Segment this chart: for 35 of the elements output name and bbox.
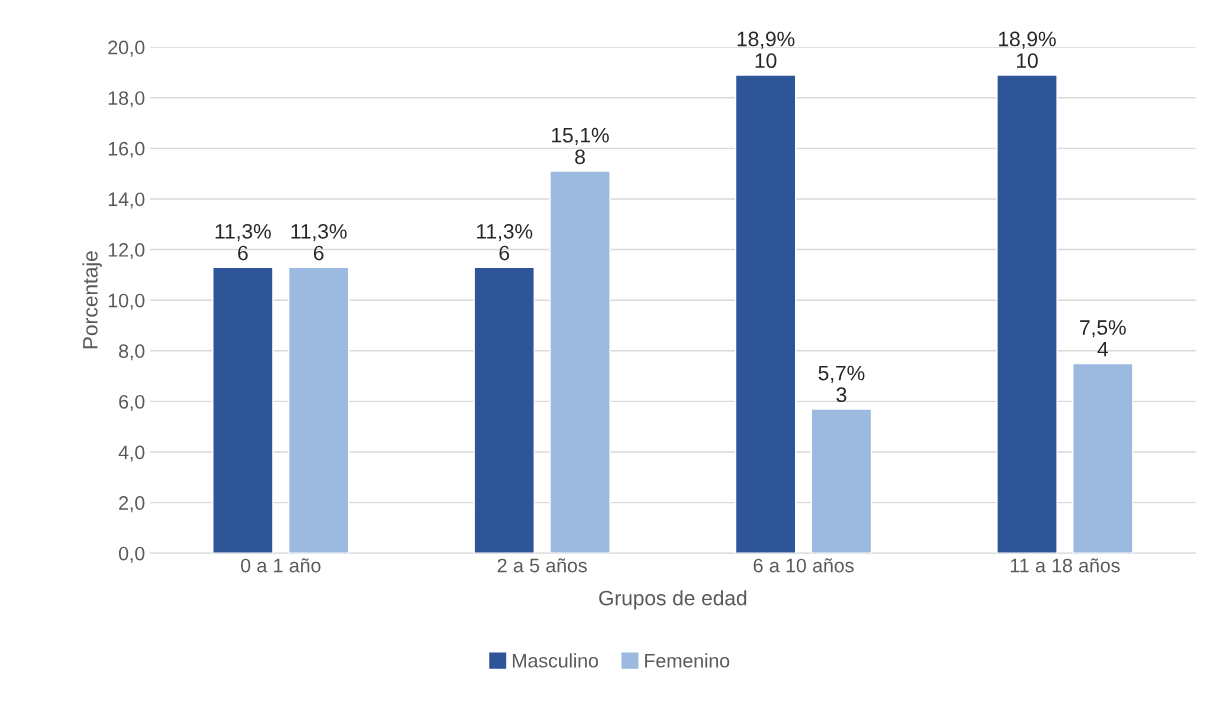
bar bbox=[212, 266, 274, 554]
y-tick-label: 18,0 bbox=[108, 91, 145, 108]
y-tick-label: 2,0 bbox=[119, 496, 145, 513]
y-tick-label: 8,0 bbox=[119, 344, 145, 361]
data-label: 18,9% 10 bbox=[999, 31, 1056, 69]
y-tick-label: 10,0 bbox=[108, 293, 145, 310]
x-tick-label: 11 a 18 años bbox=[1010, 558, 1120, 573]
data-label: 11,3% 6 bbox=[477, 223, 533, 261]
x-tick-label: 2 a 5 años bbox=[497, 558, 587, 573]
bar bbox=[810, 408, 873, 554]
bar bbox=[734, 74, 797, 554]
x-tick-label: 0 a 1 año bbox=[240, 558, 321, 573]
y-tick-label: 20,0 bbox=[108, 40, 145, 57]
bar bbox=[549, 170, 611, 554]
y-axis-title: Porcentaje bbox=[82, 251, 102, 349]
x-axis-title: Grupos de edad bbox=[599, 590, 747, 610]
y-tick-label: 16,0 bbox=[108, 141, 145, 158]
bar bbox=[1072, 362, 1134, 554]
data-label: 11,3% 6 bbox=[215, 223, 271, 261]
data-label: 15,1% 8 bbox=[552, 127, 609, 165]
bar bbox=[996, 74, 1058, 554]
x-tick-label: 6 a 10 años bbox=[753, 558, 854, 573]
bar bbox=[473, 266, 535, 554]
data-label: 18,9% 10 bbox=[737, 31, 795, 69]
bar bbox=[287, 266, 350, 554]
legend-label: Masculino bbox=[512, 653, 599, 668]
data-label: 5,7% 3 bbox=[818, 365, 865, 403]
y-tick-label: 12,0 bbox=[108, 243, 145, 260]
y-tick-label: 6,0 bbox=[119, 394, 145, 411]
data-label: 7,5% 4 bbox=[1080, 320, 1126, 357]
data-label: 11,3% 6 bbox=[291, 223, 347, 261]
y-tick-label: 4,0 bbox=[118, 445, 145, 462]
legend-label: Femenino bbox=[645, 653, 730, 668]
y-tick-label: 14,0 bbox=[108, 192, 145, 209]
y-tick-label: 0,0 bbox=[118, 546, 145, 563]
